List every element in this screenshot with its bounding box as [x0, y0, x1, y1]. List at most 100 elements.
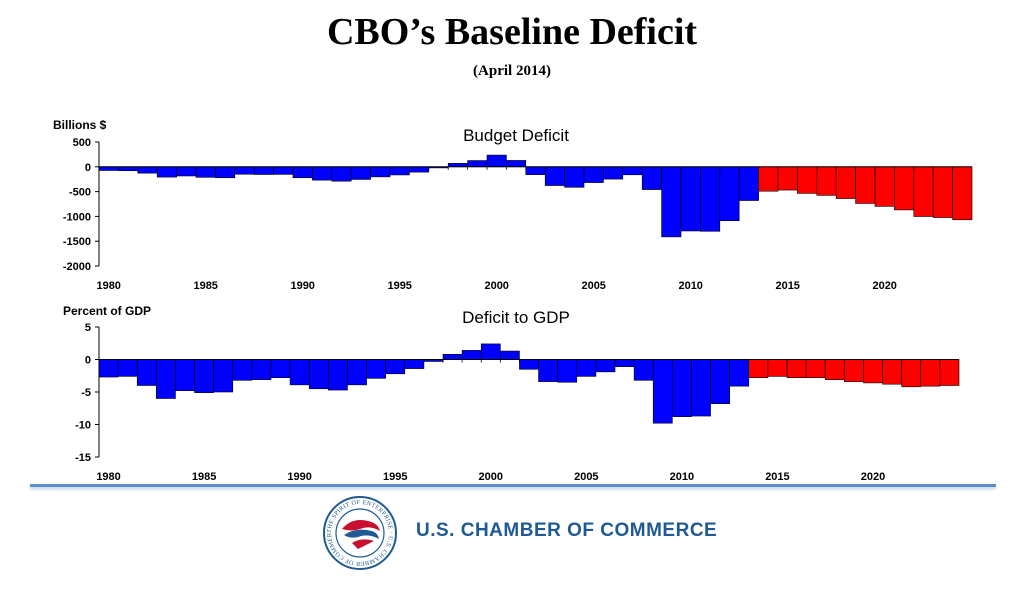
y-tick-label: 500: [73, 137, 91, 149]
x-tick-label: 2020: [861, 471, 885, 483]
chart-bar: [544, 166, 565, 186]
chart-bar: [98, 166, 119, 171]
chart-bar: [738, 166, 759, 201]
organization-name: U.S. CHAMBER OF COMMERCE: [416, 520, 718, 541]
chart-bar: [486, 154, 507, 168]
chart-bar: [863, 359, 883, 384]
y-tick-label: 5: [85, 322, 91, 334]
chart-bar: [213, 359, 234, 393]
chamber-seal-logo: THE SPIRIT OF ENTERPRISE · U.S. CHAMBER …: [322, 495, 397, 570]
x-tick-label: 1980: [96, 471, 120, 483]
x-tick-label: 2005: [574, 471, 598, 483]
chart-bar: [194, 359, 214, 393]
chart-bar: [270, 359, 291, 379]
x-tick-label: 2010: [670, 471, 694, 483]
y-tick-label: -2000: [63, 261, 91, 273]
chart-bar: [98, 359, 119, 378]
y-tick-label: -1500: [63, 236, 91, 248]
x-tick-label: 1985: [193, 280, 217, 292]
chart-bar: [538, 359, 558, 382]
chart-bar: [447, 163, 468, 168]
chart-bar: [176, 166, 197, 177]
y-tick-label: -15: [75, 452, 91, 464]
chart-bar: [350, 166, 371, 180]
chart-bar: [234, 166, 255, 175]
chart-bar: [370, 166, 391, 178]
chart-bar: [312, 166, 333, 181]
chart-bar: [622, 166, 643, 176]
x-tick-label: 2020: [872, 280, 896, 292]
chart-bar: [467, 160, 488, 168]
chart-bar: [680, 166, 701, 232]
chart-bar: [292, 166, 313, 179]
chart-bar: [525, 166, 546, 175]
x-tick-label: 2015: [765, 471, 789, 483]
chart-bar: [442, 354, 463, 360]
y-axis-label: Billions $: [53, 118, 107, 132]
chart-bar: [156, 359, 176, 399]
x-tick-label: 2015: [775, 280, 799, 292]
chart-bar: [786, 359, 807, 379]
chart-bar: [136, 359, 157, 386]
chart-bar: [913, 166, 934, 217]
chart-bar: [461, 350, 482, 360]
y-tick-label: 0: [85, 355, 91, 367]
chart-bar: [500, 350, 520, 360]
chart-bar: [331, 166, 352, 182]
chart-bar: [652, 359, 673, 424]
chart-bar: [117, 359, 138, 377]
budget-deficit-chart: 500 0 -500 -1000 -1500 -2000 1980 1985 1990 1995 2…: [53, 118, 973, 292]
chart-bar: [215, 166, 236, 179]
chart-bar: [672, 359, 692, 418]
chart-bar: [289, 359, 310, 386]
chart-bar: [729, 359, 750, 387]
chart-bar: [273, 166, 294, 175]
chart-bar: [797, 166, 818, 194]
chart-bar: [920, 359, 941, 387]
page-subtitle: (April 2014): [473, 63, 551, 79]
chart-bar: [894, 166, 915, 211]
chart-bar: [564, 166, 585, 188]
chart-bar: [758, 166, 779, 192]
chart-bar: [748, 359, 769, 379]
chart-bar: [366, 359, 386, 379]
chart-bar: [404, 359, 425, 369]
chart-bar: [328, 359, 348, 391]
chart-bar: [691, 359, 711, 417]
chart-bar: [835, 166, 856, 199]
x-tick-label: 1985: [192, 471, 216, 483]
chart-bar: [603, 166, 624, 180]
x-tick-label: 1995: [387, 280, 411, 292]
chart-bar: [824, 359, 845, 380]
chart-bar: [118, 166, 139, 172]
chart-bar: [641, 166, 662, 190]
x-tick-label: 2010: [678, 280, 702, 292]
chart-bar: [710, 359, 730, 405]
chart-bar: [874, 166, 895, 207]
chart-title: Deficit to GDP: [462, 308, 570, 327]
chart-title: Budget Deficit: [463, 126, 569, 145]
chart-bar: [901, 359, 922, 388]
deficit-to-gdp-chart: 5 0 -5 -10 -15 1980 1985 1990 1995 2000 2005 2010 20…: [63, 304, 960, 483]
chart-bar: [855, 166, 876, 204]
y-tick-label: 0: [85, 162, 91, 174]
y-tick-label: -1000: [63, 211, 91, 223]
x-tick-label: 1995: [383, 471, 407, 483]
chart-bar: [719, 166, 740, 222]
chart-bar: [882, 359, 902, 385]
chart-bar: [583, 166, 604, 183]
x-tick-label: 2000: [484, 280, 508, 292]
y-tick-label: -500: [69, 187, 91, 199]
chart-bar: [480, 343, 501, 360]
x-tick-label: 2000: [479, 471, 503, 483]
chart-bar: [661, 166, 682, 238]
chart-bar: [576, 359, 597, 377]
chart-bar: [939, 359, 960, 386]
chart-bar: [251, 359, 272, 380]
chart-bar: [409, 166, 430, 173]
chart-bar: [932, 166, 953, 218]
chart-bar: [595, 359, 616, 373]
chart-bar: [844, 359, 864, 382]
footer-divider: [30, 484, 996, 487]
chart-bar: [700, 166, 721, 232]
